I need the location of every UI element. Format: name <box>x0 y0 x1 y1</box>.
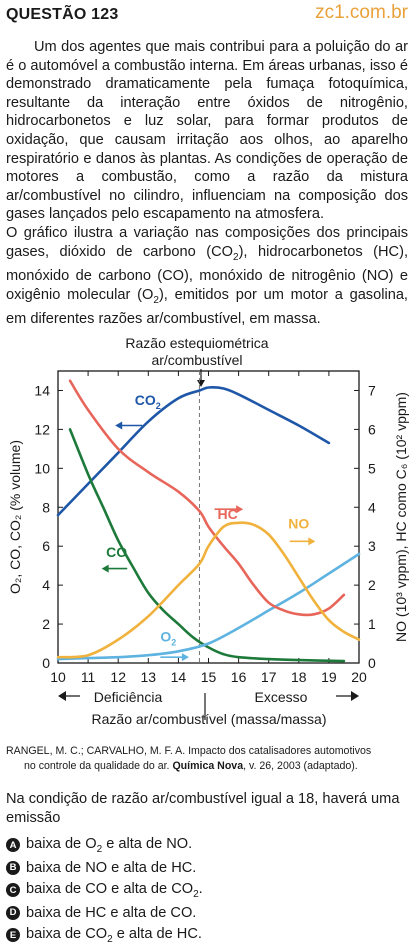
question-text: Um dos agentes que mais contribui para a… <box>6 39 408 328</box>
series-line-no <box>56 521 361 659</box>
y-left-tick-label: 14 <box>34 382 50 398</box>
y-right-tick-label: 0 <box>368 655 376 671</box>
y-right-tick-label: 6 <box>368 421 376 437</box>
right-axis-title: NO (10³ vppm), HC como C₆ (10² vppm) <box>393 392 409 642</box>
region-arrowhead-left <box>58 691 66 701</box>
y-right-tick-label: 1 <box>368 616 376 632</box>
paragraph-2c: ), emitidos por um motor a gasolina, em … <box>6 286 408 328</box>
option-subscript: 2 <box>193 888 199 900</box>
series-label-co2: CO2 <box>135 392 161 411</box>
annotation-arrowhead <box>197 380 205 387</box>
y-left-tick-label: 0 <box>42 655 50 671</box>
series-arrowhead-no <box>308 537 316 546</box>
option-text-main: baixa de CO <box>26 925 108 942</box>
y-right-tick-label: 3 <box>368 538 376 554</box>
y-right-tick-label: 4 <box>368 499 376 515</box>
option-text: baixa de HC e alta de CO. <box>26 905 196 921</box>
option-subscript: 2 <box>96 843 103 855</box>
y-left-tick-label: 8 <box>42 499 50 515</box>
paragraph-2b: ), hidrocarbonetos (HC), monóxido de car… <box>6 243 408 303</box>
series-label-co: CO <box>106 544 127 560</box>
series-label-no: NO <box>288 516 309 532</box>
x-tick-label: 12 <box>110 669 126 685</box>
series-arrowhead-co <box>101 564 109 573</box>
option-text: baixa de CO2 e alta de HC. <box>26 926 202 945</box>
option-text-main: baixa de CO e alta de CO <box>26 880 194 897</box>
x-tick-label: 11 <box>81 669 96 685</box>
option-subscript: 2 <box>107 933 113 945</box>
series-line-hc <box>68 379 346 617</box>
stoichiometric-annotation-line-2: ar/combustível <box>151 352 242 368</box>
series-arrowhead-o2 <box>181 653 189 662</box>
y-right-tick-label: 7 <box>368 382 376 398</box>
plot-frame <box>57 370 360 664</box>
x-tick-label: 17 <box>261 669 277 685</box>
option-text-end: e alta de NO. <box>102 835 193 852</box>
option-text: baixa de CO e alta de CO2. <box>26 881 203 900</box>
x-tick-label: 19 <box>321 669 337 685</box>
citation-authors: RANGEL, M. C.; CARVALHO, M. F. A. Impact… <box>6 745 372 757</box>
region-deficiency-label: Deficiência <box>94 689 163 705</box>
x-tick-label: 10 <box>50 669 66 685</box>
site-watermark[interactable]: zc1.com.br <box>315 2 408 23</box>
option-text-main: baixa de HC e alta de CO. <box>26 904 197 921</box>
stoichiometric-annotation-line-1: Razão estequiométrica <box>125 335 268 351</box>
left-axis-title: O₂, CO, CO₂ (% volume) <box>7 440 23 594</box>
x-tick-label: 16 <box>231 669 247 685</box>
question-number: QUESTÃO 123 <box>6 6 119 23</box>
option-text-main: baixa de NO e alta de HC. <box>26 859 197 876</box>
y-left-tick-label: 4 <box>42 577 50 593</box>
citation-journal: Química Nova <box>172 760 244 772</box>
option-letter-badge: C <box>6 883 20 898</box>
region-excess-label: Excesso <box>255 689 308 705</box>
x-tick-label: 20 <box>351 669 367 685</box>
x-tick-label: 18 <box>291 669 307 685</box>
series-label-hc: HC <box>218 506 238 522</box>
option-text-end: . <box>198 880 203 897</box>
x-tick-label: 15 <box>201 669 217 685</box>
option-letter-badge: B <box>6 860 20 875</box>
option-text: baixa de O2 e alta de NO. <box>26 836 192 855</box>
series-line-co2 <box>56 386 331 517</box>
y-right-tick-label: 2 <box>368 577 376 593</box>
series-line-co <box>68 428 346 663</box>
option-text-main: baixa de O <box>26 835 97 852</box>
y-left-tick-label: 2 <box>42 616 50 632</box>
y-right-tick-label: 5 <box>368 460 376 476</box>
series-group <box>56 379 361 663</box>
x-tick-label: 14 <box>171 669 187 685</box>
option-text-end: e alta de HC. <box>112 925 202 942</box>
axes-group: 10 11 12 13 14 15 16 17 18 19 20024681012140123456… <box>34 371 376 685</box>
option-letter-badge: D <box>6 905 20 920</box>
option-letter-badge: E <box>6 928 20 943</box>
citation: RANGEL, M. C.; CARVALHO, M. F. A. Impact… <box>6 744 410 774</box>
series-arrowhead-hc <box>236 505 244 514</box>
paragraph-1: Um dos agentes que mais contribui para a… <box>6 39 408 223</box>
emissions-chart: Razão estequiométrica ar/combustível 10 1… <box>7 335 409 727</box>
citation-details: , v. 26, 2003 (adaptado). <box>243 760 358 772</box>
question-prompt: Na condição de razão ar/combustível igua… <box>6 791 400 826</box>
region-arrowhead-right <box>351 691 359 701</box>
x-tick-label: 13 <box>141 669 157 685</box>
paragraph-2a: O gráfico ilustra a variação nas composi… <box>6 224 408 260</box>
y-left-tick-label: 10 <box>34 460 50 476</box>
series-label-o2: O2 <box>160 629 176 648</box>
citation-title-end: no controle da qualidade do ar. <box>24 760 173 772</box>
series-line-o2 <box>56 552 361 661</box>
series-arrowhead-co2 <box>115 421 123 430</box>
option-letter-badge: A <box>6 838 20 853</box>
y-left-tick-label: 12 <box>34 421 50 437</box>
option-text: baixa de NO e alta de HC. <box>26 860 196 876</box>
y-left-tick-label: 6 <box>42 538 50 554</box>
x-axis-title: Razão ar/combustível (massa/massa) <box>92 711 327 727</box>
